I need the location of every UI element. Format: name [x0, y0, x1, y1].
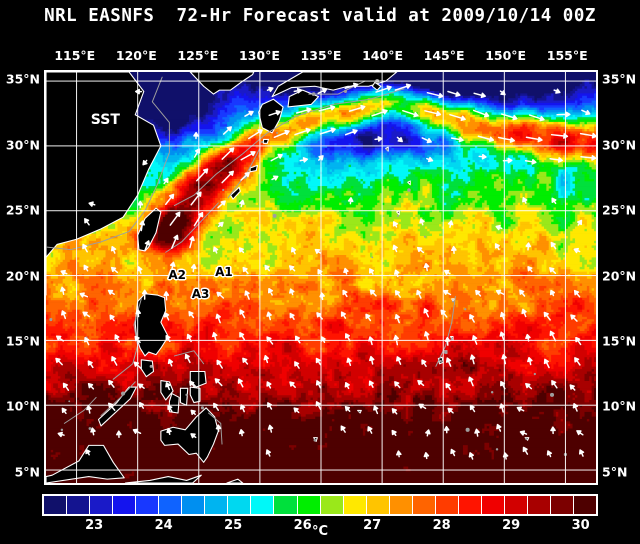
colorbar-tick-29: 29 [502, 518, 521, 533]
colorbar-tick-25: 25 [224, 518, 243, 533]
colorbar-cell-2 [90, 496, 114, 514]
map-panel[interactable] [44, 70, 598, 485]
latitude-tick-30-left: 30°N [5, 137, 40, 153]
colorbar-tick-30: 30 [571, 518, 590, 533]
colorbar-cell-12 [320, 496, 344, 514]
colorbar-cell-7 [205, 496, 229, 514]
longitude-tick-135: 135°E [300, 48, 342, 63]
colorbar-cell-14 [366, 496, 390, 514]
colorbar-cell-4 [136, 496, 160, 514]
longitude-tick-140: 140°E [362, 48, 403, 63]
sst-field [46, 72, 596, 483]
colorbar-unit: °C [311, 524, 329, 539]
colorbar-cell-6 [182, 496, 206, 514]
longitude-tick-145: 145°E [423, 48, 465, 63]
colorbar-cell-1 [67, 496, 91, 514]
colorbar-cell-11 [297, 496, 321, 514]
colorbar-cell-22 [551, 496, 575, 514]
colorbar-cell-0 [44, 496, 68, 514]
colorbar-cell-23 [574, 496, 597, 514]
colorbar[interactable] [42, 494, 598, 516]
colorbar-cell-18 [458, 496, 482, 514]
colorbar-tick-27: 27 [363, 518, 382, 533]
colorbar-tick-24: 24 [154, 518, 173, 533]
latitude-tick-25-right: 25°N [602, 202, 637, 218]
latitude-tick-20-right: 20°N [602, 268, 637, 284]
latitude-tick-10-left: 10°N [5, 398, 40, 414]
colorbar-tick-26: 26 [293, 518, 312, 533]
latitude-tick-5-right: 5°N [602, 464, 628, 480]
longitude-tick-115: 115°E [54, 48, 96, 63]
latitude-tick-20-left: 20°N [5, 268, 40, 284]
map-canvas [46, 72, 596, 483]
colorbar-cell-8 [228, 496, 252, 514]
latitude-tick-25-left: 25°N [5, 202, 40, 218]
colorbar-tick-23: 23 [85, 518, 104, 533]
longitude-tick-125: 125°E [177, 48, 219, 63]
colorbar-cell-10 [274, 496, 298, 514]
latitude-tick-35-right: 35°N [602, 71, 637, 87]
latitude-tick-15-left: 15°N [5, 333, 40, 349]
colorbar-cell-3 [113, 496, 137, 514]
colorbar-cell-5 [159, 496, 183, 514]
figure-title: NRL EASNFS 72-Hr Forecast valid at 2009/… [44, 6, 596, 26]
latitude-tick-15-right: 15°N [602, 333, 637, 349]
colorbar-tick-28: 28 [432, 518, 451, 533]
longitude-tick-150: 150°E [485, 48, 527, 63]
longitude-tick-155: 155°E [546, 48, 588, 63]
longitude-tick-120: 120°E [115, 48, 157, 63]
latitude-tick-35-left: 35°N [5, 71, 40, 87]
colorbar-cell-17 [435, 496, 459, 514]
latitude-tick-5-left: 5°N [14, 464, 40, 480]
colorbar-cell-9 [251, 496, 275, 514]
colorbar-cell-19 [481, 496, 505, 514]
latitude-tick-30-right: 30°N [602, 137, 637, 153]
colorbar-cell-20 [504, 496, 528, 514]
latitude-tick-10-right: 10°N [602, 398, 637, 414]
colorbar-cell-13 [343, 496, 367, 514]
longitude-tick-130: 130°E [238, 48, 280, 63]
colorbar-cell-15 [389, 496, 413, 514]
colorbar-cell-21 [527, 496, 552, 514]
colorbar-cell-16 [412, 496, 436, 514]
